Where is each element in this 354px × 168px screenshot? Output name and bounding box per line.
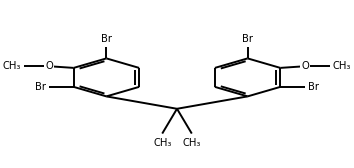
Text: O: O (45, 61, 53, 71)
Text: CH₃: CH₃ (183, 138, 201, 148)
Text: CH₃: CH₃ (3, 61, 21, 71)
Text: Br: Br (242, 34, 253, 44)
Text: CH₃: CH₃ (333, 61, 351, 71)
Text: CH₃: CH₃ (153, 138, 171, 148)
Text: O: O (301, 61, 309, 71)
Text: Br: Br (308, 82, 319, 92)
Text: Br: Br (101, 34, 112, 44)
Text: Br: Br (35, 82, 46, 92)
